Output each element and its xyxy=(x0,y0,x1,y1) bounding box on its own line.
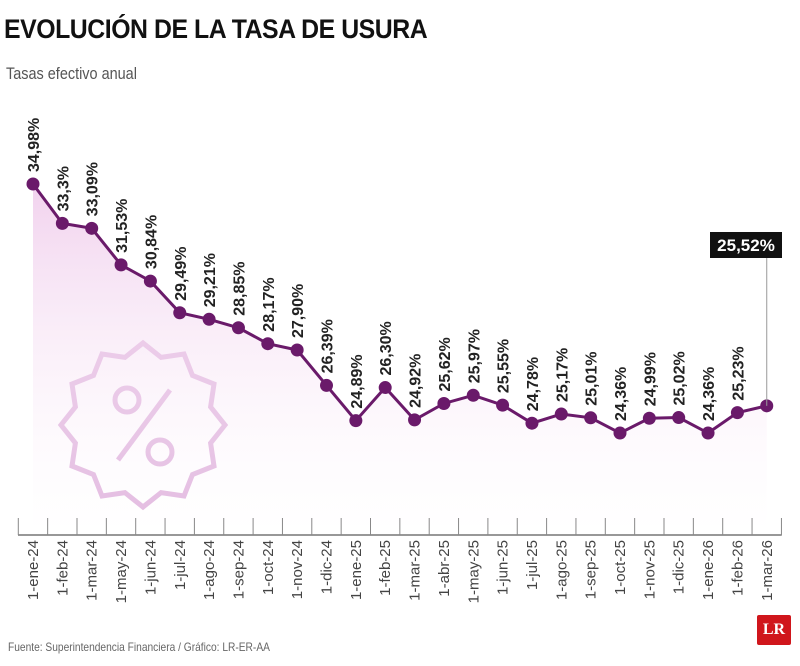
data-label: 25,52% xyxy=(717,236,775,255)
x-tick-label: 1-mar-24 xyxy=(84,540,101,601)
data-label: 31,53% xyxy=(114,199,131,253)
data-label: 28,17% xyxy=(261,277,278,331)
data-point xyxy=(525,416,539,430)
data-point xyxy=(584,411,598,425)
x-tick-label: 1-sep-25 xyxy=(583,540,600,599)
x-tick-label: 1-oct-25 xyxy=(612,540,629,595)
data-point xyxy=(143,274,157,288)
data-label: 25,62% xyxy=(437,337,454,391)
data-point xyxy=(496,398,510,412)
data-point xyxy=(261,337,275,351)
data-point xyxy=(672,411,686,425)
data-label: 27,90% xyxy=(290,284,307,338)
source-note: Fuente: Superintendencia Financiera / Gr… xyxy=(8,640,270,654)
x-tick-label: 1-may-24 xyxy=(113,540,130,603)
data-point xyxy=(231,321,245,335)
data-label: 33,09% xyxy=(85,162,102,216)
data-label: 24,78% xyxy=(525,357,542,411)
x-tick-label: 1-dic-25 xyxy=(671,540,688,594)
data-label: 34,98% xyxy=(26,118,43,172)
x-tick-label: 1-dic-24 xyxy=(319,540,336,594)
data-label: 25,17% xyxy=(554,348,571,402)
data-point xyxy=(437,396,451,410)
x-tick-label: 1-feb-26 xyxy=(729,540,746,596)
data-point xyxy=(554,407,568,421)
data-label: 24,89% xyxy=(349,354,366,408)
data-point xyxy=(613,426,627,440)
x-tick-label: 1-ago-24 xyxy=(201,540,218,600)
data-label: 24,92% xyxy=(408,354,425,408)
x-tick-label: 1-feb-25 xyxy=(377,540,394,596)
data-label: 25,97% xyxy=(466,329,483,383)
x-tick-label: 1-jul-25 xyxy=(524,540,541,590)
data-label: 25,23% xyxy=(730,346,747,400)
data-label: 26,39% xyxy=(320,319,337,373)
data-point xyxy=(26,177,40,191)
x-tick-label: 1-feb-24 xyxy=(54,540,71,596)
data-label: 24,36% xyxy=(613,367,630,421)
x-tick-label: 1-nov-25 xyxy=(641,540,658,599)
data-point xyxy=(85,221,99,235)
highlight-label-box xyxy=(710,232,782,258)
data-label: 29,21% xyxy=(202,253,219,307)
data-label: 33,3% xyxy=(55,166,72,211)
data-label: 24,99% xyxy=(642,352,659,406)
data-label: 29,49% xyxy=(173,246,190,300)
x-tick-label: 1-mar-25 xyxy=(407,540,424,601)
x-tick-label: 1-ene-25 xyxy=(348,540,365,600)
data-point xyxy=(408,413,422,427)
chart-title: EVOLUCIÓN DE LA TASA DE USURA xyxy=(4,14,428,44)
data-point xyxy=(730,406,744,420)
x-tick-label: 1-mar-26 xyxy=(759,540,776,601)
data-point xyxy=(349,414,363,428)
data-point xyxy=(173,306,187,320)
data-label: 25,02% xyxy=(672,351,689,405)
x-tick-label: 1-sep-24 xyxy=(230,540,247,599)
data-point xyxy=(466,388,480,402)
x-tick-label: 1-abr-25 xyxy=(436,540,453,597)
data-label: 28,85% xyxy=(231,261,248,315)
x-tick-label: 1-jun-24 xyxy=(142,540,159,595)
data-point xyxy=(290,343,304,357)
data-label: 26,30% xyxy=(378,321,395,375)
chart-subtitle: Tasas efectivo anual xyxy=(6,64,137,83)
data-point xyxy=(642,411,656,425)
data-label: 24,36% xyxy=(701,367,718,421)
data-label: 25,55% xyxy=(496,339,513,393)
data-point xyxy=(320,378,333,392)
x-tick-label: 1-ene-26 xyxy=(700,540,717,600)
data-point xyxy=(202,312,216,326)
x-tick-label: 1-ene-24 xyxy=(25,540,42,600)
data-label: 25,01% xyxy=(584,352,601,406)
x-tick-label: 1-jun-25 xyxy=(495,540,512,595)
x-tick-label: 1-may-25 xyxy=(465,540,482,603)
data-point xyxy=(701,426,715,440)
x-tick-label: 1-nov-24 xyxy=(289,540,306,599)
data-label: 30,84% xyxy=(143,215,160,269)
area-fill xyxy=(33,184,767,535)
lr-logo: LR xyxy=(757,615,791,645)
x-tick-label: 1-jul-24 xyxy=(172,540,189,590)
x-tick-label: 1-ago-25 xyxy=(553,540,570,600)
data-point xyxy=(378,381,392,395)
data-point xyxy=(114,258,128,272)
x-tick-label: 1-oct-24 xyxy=(260,540,277,595)
data-point xyxy=(55,216,69,230)
